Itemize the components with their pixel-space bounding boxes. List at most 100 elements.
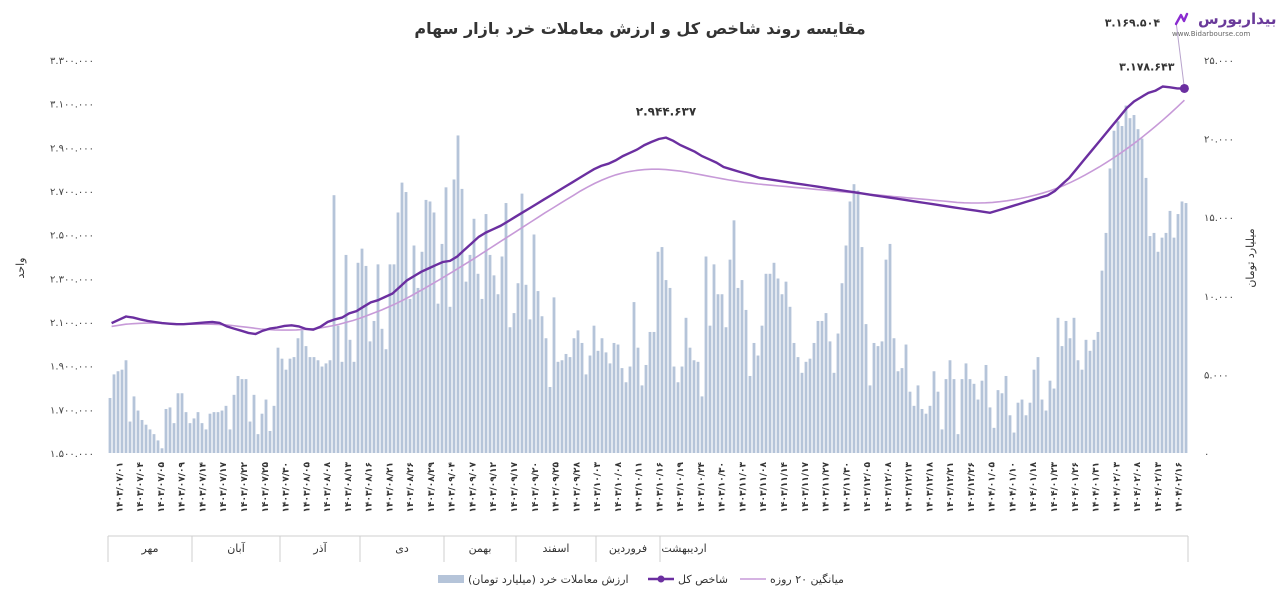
bar [432, 212, 436, 453]
bar [964, 363, 968, 453]
bar [164, 408, 168, 453]
month-label: اردیبهشت [661, 542, 706, 555]
bar [196, 412, 200, 453]
bar [576, 330, 580, 453]
x-tick-label: ۱۴۰۳/۰۸/۱۶ [365, 462, 375, 513]
bar [448, 306, 452, 453]
bar [984, 364, 988, 453]
month-label: فروردین [609, 542, 647, 555]
bar [416, 287, 420, 453]
bar [1144, 177, 1148, 453]
bar [800, 372, 804, 453]
x-tick-label: ۱۴۰۳/۰۸/۰۸ [323, 462, 333, 513]
bar [748, 375, 752, 453]
left-tick-label: ۲.۷۰۰.۰۰۰ [50, 187, 94, 198]
bar-series [108, 105, 1188, 454]
x-tick-label: ۱۴۰۳/۱۱/۱۷ [801, 462, 811, 513]
x-tick-label: ۱۴۰۳/۰۸/۲۱ [385, 462, 395, 513]
bar [876, 346, 880, 453]
left-tick-label: ۱.۷۰۰.۰۰۰ [50, 405, 94, 416]
bar [444, 187, 448, 453]
right-axis-ticks: ۰ ۵.۰۰۰ ۱۰.۰۰۰ ۱۵.۰۰۰ ۲۰.۰۰۰ ۲۵.۰۰۰ [1204, 56, 1234, 460]
bar [476, 273, 480, 453]
left-tick-label: ۱.۵۰۰.۰۰۰ [50, 449, 94, 460]
bar [652, 331, 656, 453]
left-tick-label: ۲.۹۰۰.۰۰۰ [50, 143, 94, 154]
bar [1112, 130, 1116, 454]
bar [952, 379, 956, 453]
bar [632, 302, 636, 453]
bar [560, 360, 564, 453]
bar [440, 243, 444, 453]
x-axis-tick-labels: ۱۴۰۳/۰۷/۰۱ ۱۴۰۳/۰۷/۰۴ ۱۴۰۳/۰۷/۰۵ ۱۴۰۳/۰۷/۰۹… [115, 462, 1184, 513]
right-tick-label: ۲۵.۰۰۰ [1204, 56, 1234, 67]
bar [424, 199, 428, 453]
bar [1164, 232, 1168, 453]
bar [1168, 210, 1172, 453]
bar [368, 341, 372, 453]
bar [268, 430, 272, 453]
brand-url[interactable]: www.Bidarbourse.com [1172, 30, 1251, 38]
bar [1072, 317, 1076, 453]
bar [216, 412, 220, 453]
x-tick-label: ۱۴۰۳/۰۹/۲۰ [531, 462, 541, 513]
bar [868, 385, 872, 453]
bar [1080, 369, 1084, 453]
bar [884, 259, 888, 453]
bar [520, 193, 524, 453]
bar [744, 309, 748, 453]
bar [464, 281, 468, 453]
annotation-label: ۳.۱۶۹.۵۰۴ [1105, 16, 1161, 29]
bar [572, 338, 576, 453]
bar [512, 313, 516, 453]
bar [108, 397, 112, 453]
x-tick-label: ۱۴۰۳/۰۷/۲۵ [261, 462, 271, 513]
bar [232, 394, 236, 453]
month-labels: مهر آبان آذر دی بهمن اسفند فروردین اردیبهشت [107, 535, 1189, 562]
bar [828, 341, 832, 453]
x-tick-label: ۱۴۰۳/۱۲/۲۶ [967, 462, 977, 513]
bar [536, 291, 540, 453]
bar [920, 408, 924, 453]
bar [564, 353, 568, 453]
bar [892, 338, 896, 453]
legend: ارزش معاملات خرد (میلیارد تومان) شاخص کل م… [438, 573, 844, 586]
bar [364, 265, 368, 453]
bar [1140, 138, 1144, 453]
bar [912, 405, 916, 453]
bar [1132, 115, 1136, 454]
bar [1036, 357, 1040, 453]
bar [328, 360, 332, 453]
bar [808, 358, 812, 453]
bar [1092, 339, 1096, 453]
bar [764, 273, 768, 453]
bar [716, 294, 720, 453]
bar [1172, 237, 1176, 453]
bar [740, 280, 744, 453]
x-tick-label: ۱۴۰۳/۰۸/۲۹ [427, 462, 437, 513]
bar [208, 413, 212, 453]
x-tick-label: ۱۴۰۴/۰۱/۰۵ [988, 462, 998, 513]
legend-label: شاخص کل [678, 573, 728, 586]
x-tick-label: ۱۴۰۳/۰۷/۲۲ [240, 462, 250, 513]
bar [768, 273, 772, 453]
x-tick-label: ۱۴۰۳/۰۷/۱۷ [219, 462, 229, 513]
bar [276, 347, 280, 453]
bar [636, 347, 640, 453]
total-index-line [111, 85, 1185, 336]
bar [312, 357, 316, 453]
bar [832, 372, 836, 453]
x-tick-label: ۱۴۰۴/۰۲/۱۶ [1175, 462, 1185, 513]
bar [1024, 415, 1028, 453]
bar [996, 390, 1000, 453]
bar [388, 264, 392, 453]
bar [548, 386, 552, 453]
bar [624, 382, 628, 453]
bar [400, 182, 404, 453]
bar [292, 357, 296, 453]
legend-label: ارزش معاملات خرد (میلیارد تومان) [468, 573, 629, 586]
x-tick-label: ۱۴۰۳/۰۹/۲۵ [552, 462, 562, 513]
bar [1116, 121, 1120, 454]
bar [1052, 388, 1056, 453]
x-tick-label: ۱۴۰۴/۰۱/۱۸ [1029, 462, 1039, 513]
